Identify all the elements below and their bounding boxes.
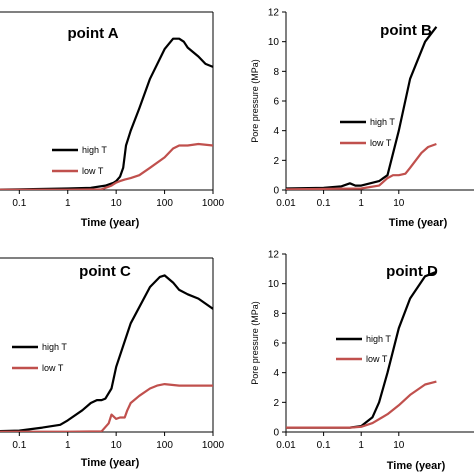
panel-3: 0.1 1 10 100 1000 Time (year) point C high T low… (0, 257, 225, 469)
y-tick-label: 8 (273, 309, 279, 320)
legend-label: low T (42, 363, 64, 373)
y-tick-label: 0 (273, 186, 279, 197)
panel-2: 0.01 0.1 1 10 0 2 4 6 8 10 12 Time (year) Pore press… (250, 8, 474, 229)
legend-label: low T (82, 166, 104, 176)
y-tick-label: 2 (273, 156, 279, 167)
series-line-high-t (286, 26, 438, 190)
y-tick-label: 12 (268, 250, 280, 261)
panel-title: point A (67, 25, 118, 42)
x-tick-label: 100 (156, 198, 173, 209)
y-tick-label: 10 (268, 37, 280, 48)
x-axis-title: Time (year) (81, 217, 140, 229)
y-tick-label: 8 (273, 67, 279, 78)
y-tick-label: 6 (273, 97, 279, 108)
legend-label: high T (42, 342, 67, 352)
y-tick-label: 4 (273, 368, 279, 379)
x-tick-label: 1 (358, 198, 364, 209)
x-tick-label: 1000 (202, 198, 225, 209)
x-tick-label: 10 (111, 198, 123, 209)
x-axis-title: Time (year) (81, 457, 140, 469)
series-line-high-t (0, 37, 213, 190)
panel-1: 0.1 1 10 100 1000 Time (year) point A high T low… (0, 11, 225, 229)
x-tick-label: 0.1 (12, 198, 26, 209)
series-line-low-t (0, 383, 213, 432)
panel-title: point B (380, 22, 432, 39)
x-tick-label: 0.1 (12, 440, 26, 451)
series-line-high-t (286, 270, 437, 429)
y-tick-label: 6 (273, 339, 279, 350)
x-tick-label: 0.01 (276, 440, 296, 451)
panel-title: point D (386, 263, 438, 280)
x-tick-label: 10 (111, 440, 123, 451)
y-tick-label: 12 (268, 8, 280, 19)
series-line-high-t (0, 274, 213, 432)
x-axis-title: Time (year) (389, 217, 448, 229)
legend-label: low T (370, 138, 392, 148)
x-tick-label: 1 (65, 440, 71, 451)
series-line-low-t (286, 380, 437, 429)
x-tick-label: 1 (358, 440, 364, 451)
series-line-low-t (0, 142, 213, 190)
legend-label: low T (366, 354, 388, 364)
legend-label: high T (82, 145, 107, 155)
y-tick-label: 0 (273, 428, 279, 439)
x-tick-label: 0.1 (317, 198, 331, 209)
panel-title: point C (79, 263, 131, 280)
legend-label: high T (370, 117, 395, 127)
x-tick-label: 0.01 (276, 198, 296, 209)
y-axis-title: Pore pressure (MPa) (250, 301, 260, 385)
x-tick-label: 10 (393, 198, 405, 209)
y-tick-label: 10 (268, 279, 280, 290)
x-tick-label: 1000 (202, 440, 225, 451)
x-tick-label: 0.1 (317, 440, 331, 451)
x-tick-label: 100 (156, 440, 173, 451)
series-line-low-t (286, 142, 437, 190)
x-tick-label: 1 (65, 198, 71, 209)
x-tick-label: 10 (393, 440, 405, 451)
y-tick-label: 4 (273, 126, 279, 137)
panel-4: 0.01 0.1 1 10 0 2 4 6 8 10 12 Time (year) Pore press… (250, 250, 474, 472)
legend-label: high T (366, 334, 391, 344)
y-tick-label: 2 (273, 398, 279, 409)
y-axis-title: Pore pressure (MPa) (250, 59, 260, 143)
x-axis-title: Time (year) (387, 460, 446, 472)
